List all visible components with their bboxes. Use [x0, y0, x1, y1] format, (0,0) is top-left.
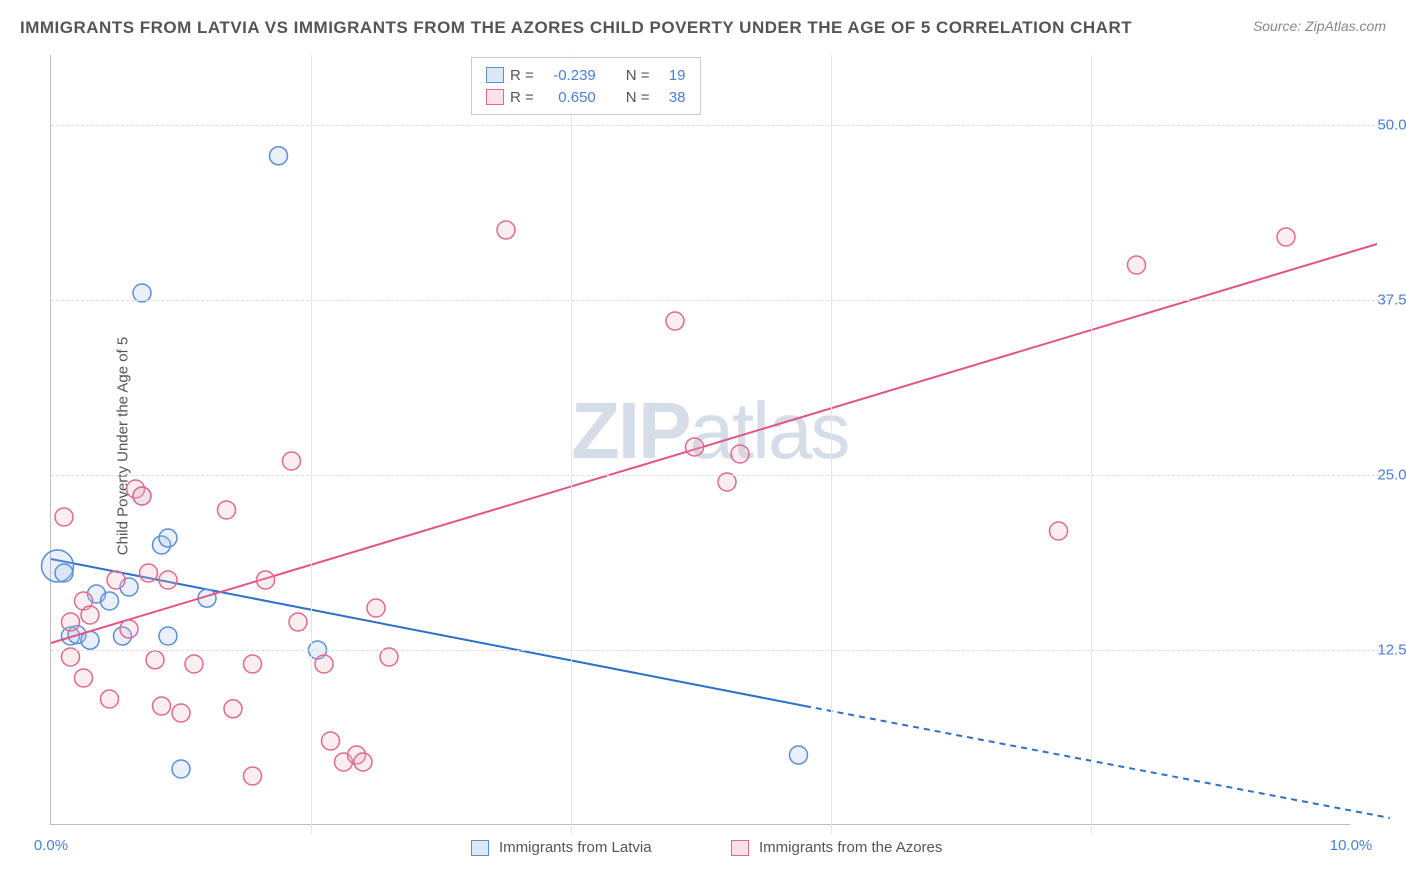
scatter-point: [153, 697, 171, 715]
stats-legend-row: R = -0.239 N = 19: [486, 64, 686, 86]
scatter-point: [244, 655, 262, 673]
scatter-point: [146, 651, 164, 669]
legend-swatch: [486, 89, 504, 105]
scatter-point: [1050, 522, 1068, 540]
scatter-point: [101, 592, 119, 610]
legend-r-label: R =: [510, 67, 534, 84]
scatter-point: [55, 564, 73, 582]
chart-container: IMMIGRANTS FROM LATVIA VS IMMIGRANTS FRO…: [0, 0, 1406, 892]
legend-r-value: -0.239: [540, 67, 596, 84]
scatter-point: [133, 487, 151, 505]
scatter-point: [159, 627, 177, 645]
scatter-point: [283, 452, 301, 470]
stats-legend: R = -0.239 N = 19 R = 0.650 N = 38: [471, 57, 701, 115]
scatter-point: [185, 655, 203, 673]
scatter-point: [270, 147, 288, 165]
regression-line-dashed: [805, 706, 1390, 818]
x-tick-label: 10.0%: [1330, 837, 1373, 854]
stats-legend-row: R = 0.650 N = 38: [486, 86, 686, 108]
gridline-h: [51, 300, 1390, 301]
legend-series-name: Immigrants from Latvia: [499, 839, 652, 856]
legend-swatch: [486, 67, 504, 83]
scatter-point: [244, 767, 262, 785]
scatter-point: [62, 613, 80, 631]
gridline-v: [831, 55, 832, 834]
gridline-h: [51, 650, 1390, 651]
series-legend-item: Immigrants from Latvia: [471, 839, 652, 856]
gridline-h: [51, 475, 1390, 476]
legend-n-value: 19: [656, 67, 686, 84]
legend-n-value: 38: [656, 89, 686, 106]
legend-n-label: N =: [626, 67, 650, 84]
regression-line: [51, 244, 1377, 643]
source-attribution: Source: ZipAtlas.com: [1253, 18, 1386, 34]
series-legend-item: Immigrants from the Azores: [731, 839, 942, 856]
scatter-point: [289, 613, 307, 631]
scatter-point: [224, 700, 242, 718]
x-tick-label: 0.0%: [34, 837, 68, 854]
scatter-point: [1277, 228, 1295, 246]
y-tick-label: 12.5%: [1360, 642, 1406, 659]
scatter-point: [159, 529, 177, 547]
gridline-v: [1091, 55, 1092, 834]
scatter-point: [159, 571, 177, 589]
scatter-point: [172, 704, 190, 722]
scatter-point: [172, 760, 190, 778]
gridline-v: [571, 55, 572, 834]
legend-series-name: Immigrants from the Azores: [759, 839, 942, 856]
scatter-point: [497, 221, 515, 239]
scatter-point: [790, 746, 808, 764]
legend-n-label: N =: [626, 89, 650, 106]
scatter-point: [75, 669, 93, 687]
y-tick-label: 25.0%: [1360, 467, 1406, 484]
gridline-v: [311, 55, 312, 834]
legend-r-label: R =: [510, 89, 534, 106]
scatter-point: [101, 690, 119, 708]
scatter-point: [686, 438, 704, 456]
scatter-point: [218, 501, 236, 519]
scatter-point: [120, 620, 138, 638]
legend-swatch: [471, 840, 489, 856]
scatter-point: [257, 571, 275, 589]
scatter-point: [1128, 256, 1146, 274]
scatter-point: [55, 508, 73, 526]
chart-svg: [51, 55, 1351, 825]
legend-swatch: [731, 840, 749, 856]
scatter-point: [315, 655, 333, 673]
scatter-point: [666, 312, 684, 330]
scatter-point: [731, 445, 749, 463]
scatter-point: [81, 606, 99, 624]
gridline-h: [51, 125, 1390, 126]
y-tick-label: 50.0%: [1360, 117, 1406, 134]
plot-area: ZIPatlas 12.5%25.0%37.5%50.0%0.0%10.0%R …: [50, 55, 1350, 825]
scatter-point: [322, 732, 340, 750]
scatter-point: [107, 571, 125, 589]
scatter-point: [367, 599, 385, 617]
y-tick-label: 37.5%: [1360, 292, 1406, 309]
chart-title: IMMIGRANTS FROM LATVIA VS IMMIGRANTS FRO…: [20, 18, 1132, 38]
scatter-point: [354, 753, 372, 771]
legend-r-value: 0.650: [540, 89, 596, 106]
scatter-point: [140, 564, 158, 582]
